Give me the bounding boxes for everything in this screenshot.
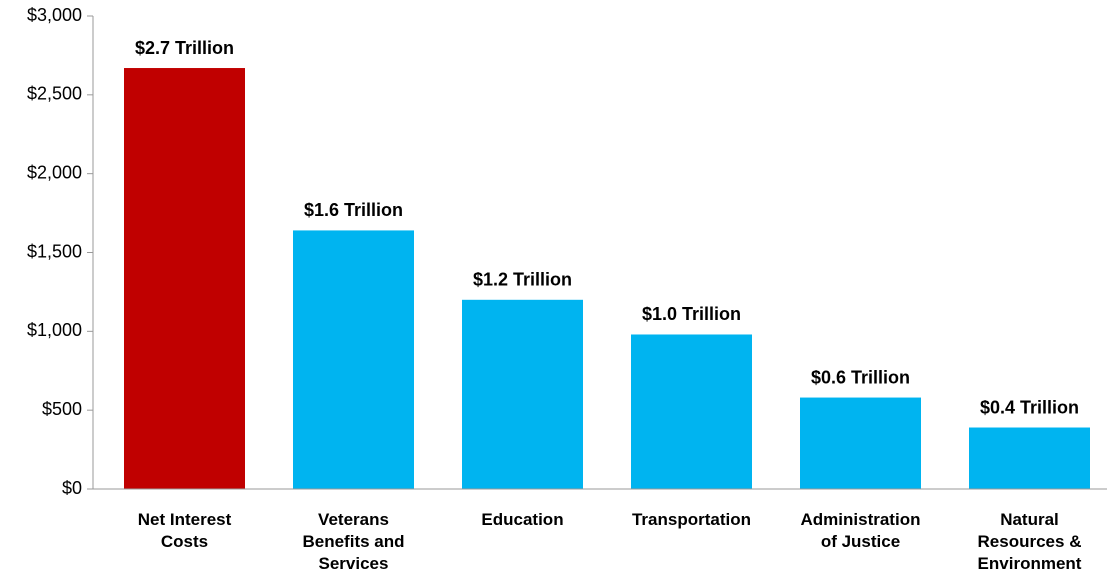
x-tick-label: Veterans Benefits and Services (302, 510, 405, 573)
bar (462, 299, 583, 489)
y-tick-label: $2,000 (27, 162, 82, 182)
value-label: $0.6 Trillion (811, 367, 910, 387)
value-label: $2.7 Trillion (135, 38, 234, 58)
x-tick-label: Net Interest Costs (137, 510, 232, 551)
bar (800, 397, 921, 489)
bar (631, 334, 752, 489)
y-tick-label: $0 (62, 478, 82, 498)
y-tick-label: $500 (42, 399, 82, 419)
y-tick-label: $1,000 (27, 320, 82, 340)
bar (969, 427, 1090, 489)
value-label: $1.6 Trillion (304, 200, 403, 220)
x-tick-label: Administration of Justice (800, 510, 921, 551)
value-label: $1.0 Trillion (642, 304, 741, 324)
value-label: $0.4 Trillion (980, 397, 1079, 417)
value-label: $1.2 Trillion (473, 270, 572, 290)
x-tick-label: Education (481, 510, 564, 529)
y-tick-label: $2,500 (27, 84, 82, 104)
y-tick-label: $3,000 (27, 5, 82, 25)
x-tick-label: Transportation (631, 510, 751, 529)
y-tick-label: $1,500 (27, 241, 82, 261)
bar (124, 68, 245, 489)
x-tick-label: Natural Resources & Environment (977, 510, 1082, 573)
bar (293, 230, 414, 489)
